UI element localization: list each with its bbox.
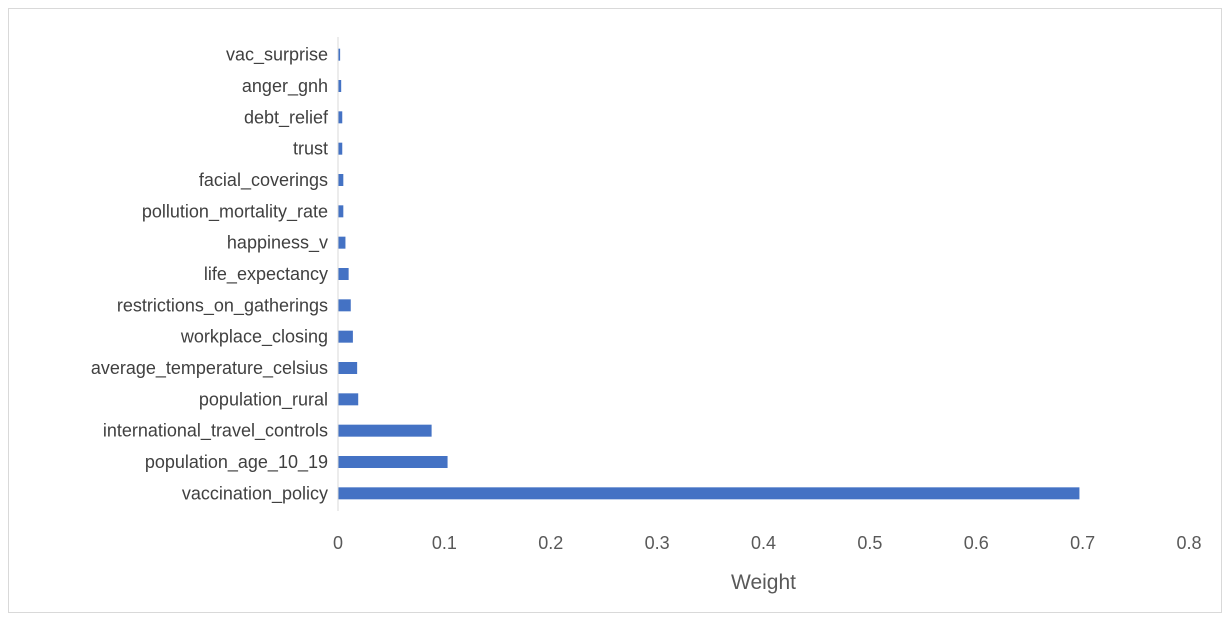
bar-trust [338, 142, 343, 155]
bar-average-temperature-celsius [338, 362, 358, 374]
category-label-trust: trust [293, 139, 328, 159]
bar-population-age-10-19 [338, 456, 448, 468]
x-tick-label: 0.1 [432, 533, 457, 553]
category-label-international-travel-controls: international_travel_controls [103, 421, 328, 442]
category-label-population-age-10-19: population_age_10_19 [145, 452, 328, 473]
bar-debt-relief [338, 111, 343, 124]
bar-life-expectancy [338, 268, 349, 280]
category-label-average-temperature-celsius: average_temperature_celsius [91, 358, 328, 379]
x-tick-label: 0.8 [1176, 533, 1201, 553]
category-label-debt-relief: debt_relief [244, 107, 329, 128]
category-label-vac-surprise: vac_surprise [226, 45, 328, 66]
category-label-population-rural: population_rural [199, 389, 328, 410]
bar-facial-coverings [338, 174, 344, 186]
category-label-anger-gnh: anger_gnh [242, 76, 328, 97]
x-tick-label: 0.3 [645, 533, 670, 553]
bar-anger-gnh [338, 80, 342, 92]
category-label-workplace-closing: workplace_closing [180, 327, 328, 348]
x-tick-label: 0 [333, 533, 343, 553]
x-axis-title: Weight [731, 571, 796, 594]
x-tick-label: 0.4 [751, 533, 776, 553]
bar-workplace-closing [338, 330, 353, 343]
category-label-facial-coverings: facial_coverings [199, 170, 328, 191]
bar-restrictions-on-gatherings [338, 299, 351, 312]
x-tick-label: 0.6 [964, 533, 989, 553]
category-label-vaccination-policy: vaccination_policy [182, 483, 328, 504]
bar-pollution-mortality-rate [338, 205, 344, 218]
bar-happiness-v [338, 236, 346, 249]
bar-vaccination-policy [338, 487, 1080, 500]
category-label-life-expectancy: life_expectancy [204, 264, 328, 285]
bar-vac-surprise [338, 48, 341, 61]
bars-layer [338, 48, 1080, 500]
x-tick-label: 0.2 [538, 533, 563, 553]
x-tick-labels: 0 0.1 0.2 0.3 0.4 0.5 0.6 0.7 0.8 [333, 533, 1202, 553]
category-label-restrictions-on-gatherings: restrictions_on_gatherings [117, 295, 328, 316]
category-label-happiness-v: happiness_v [227, 233, 328, 254]
bar-international-travel-controls [338, 424, 432, 437]
x-tick-label: 0.7 [1070, 533, 1095, 553]
x-tick-label: 0.5 [857, 533, 882, 553]
bar-population-rural [338, 393, 359, 406]
category-label-pollution-mortality-rate: pollution_mortality_rate [142, 201, 328, 222]
